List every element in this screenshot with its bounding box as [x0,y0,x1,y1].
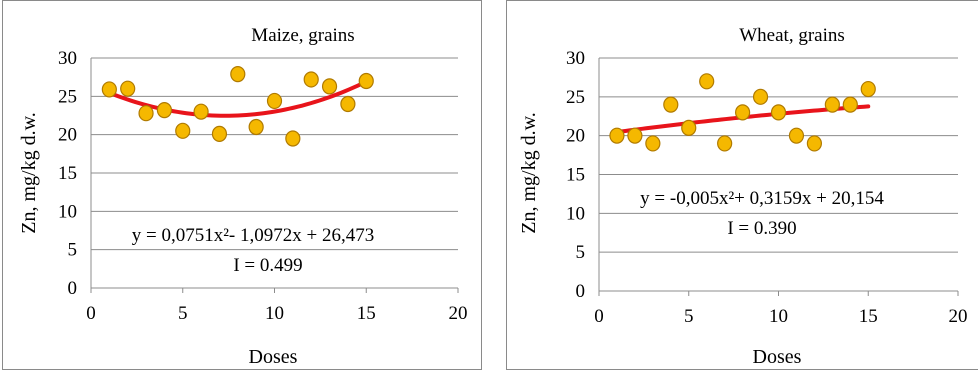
data-point [303,71,319,88]
data-point [120,80,136,97]
y-tick-label: 30 [58,48,77,69]
y-axis-label: Zn, mg/kg d.w. [18,112,40,233]
x-tick-label: 0 [86,303,96,324]
data-point [358,72,374,90]
x-tick-label: 20 [949,306,968,327]
data-point [806,135,822,152]
trendline [107,79,369,118]
wheat-chart-svg: 0 5 10 15 20 25 30 0 5 10 15 20 Wheat, grains Doses… [518,25,968,368]
chart-title: Wheat, grains [739,25,845,46]
data-point [609,127,625,144]
x-tick-label: 5 [178,303,188,324]
data-point [752,88,769,105]
data-point [321,78,338,95]
x-axis-label: Doses [753,346,802,368]
y-tick-label: 0 [576,281,586,302]
x-axis-label: Doses [249,346,298,368]
y-tick-label: 10 [58,201,77,222]
y-tick-label: 0 [68,278,78,299]
trend-stat: I = 0.499 [233,255,302,276]
data-point [248,118,264,136]
chart-panel-maize: 0 5 10 15 20 25 30 0 5 10 15 20 Maize, grains Doses… [2,0,482,370]
data-point [101,81,117,98]
data-point [340,95,356,113]
x-tick-label: 5 [684,306,694,327]
x-tick-label: 20 [449,303,468,324]
data-point [860,80,876,98]
y-tick-label: 10 [566,203,585,224]
y-tick-label: 5 [576,242,586,263]
data-point [285,130,301,147]
data-point [266,92,283,110]
data-point [842,96,858,113]
data-point [230,65,246,83]
trend-stat: I = 0.390 [727,218,796,239]
data-point [717,135,733,152]
trend-equation: y = -0,005x²+ 0,3159x + 20,154 [640,188,884,209]
y-tick-label: 20 [58,125,77,146]
x-tick-label: 15 [859,306,878,327]
data-point [193,103,209,120]
data-point [788,127,805,144]
data-point [645,135,661,152]
y-tick-label: 15 [566,165,585,186]
y-axis-label: Zn, mg/kg d.w. [518,112,540,233]
data-point [663,96,679,113]
y-tick-label: 15 [58,163,77,184]
y-tick-label: 25 [566,87,585,108]
x-tick-label: 0 [594,306,604,327]
chart-panel-wheat: 0 5 10 15 20 25 30 0 5 10 15 20 Wheat, grains Doses… [506,0,978,370]
x-tick-label: 15 [357,303,376,324]
trend-equation: y = 0,0751x²- 1,0972x + 26,473 [132,225,374,246]
data-point [824,96,840,113]
data-point [699,73,715,90]
data-point [138,105,154,122]
maize-chart-svg: 0 5 10 15 20 25 30 0 5 10 15 20 Maize, grains Doses… [18,25,468,368]
y-tick-label: 30 [566,48,585,69]
y-tick-label: 25 [58,86,77,107]
data-point [175,122,191,139]
y-tick-label: 5 [68,240,78,261]
data-point [211,125,228,142]
y-tick-label: 20 [566,126,585,147]
data-point [156,102,172,119]
chart-title: Maize, grains [251,25,354,46]
data-point [735,104,751,121]
x-tick-label: 10 [265,303,284,324]
data-point [681,119,697,137]
data-point [627,127,643,144]
x-tick-label: 10 [769,306,788,327]
data-point [770,104,787,121]
